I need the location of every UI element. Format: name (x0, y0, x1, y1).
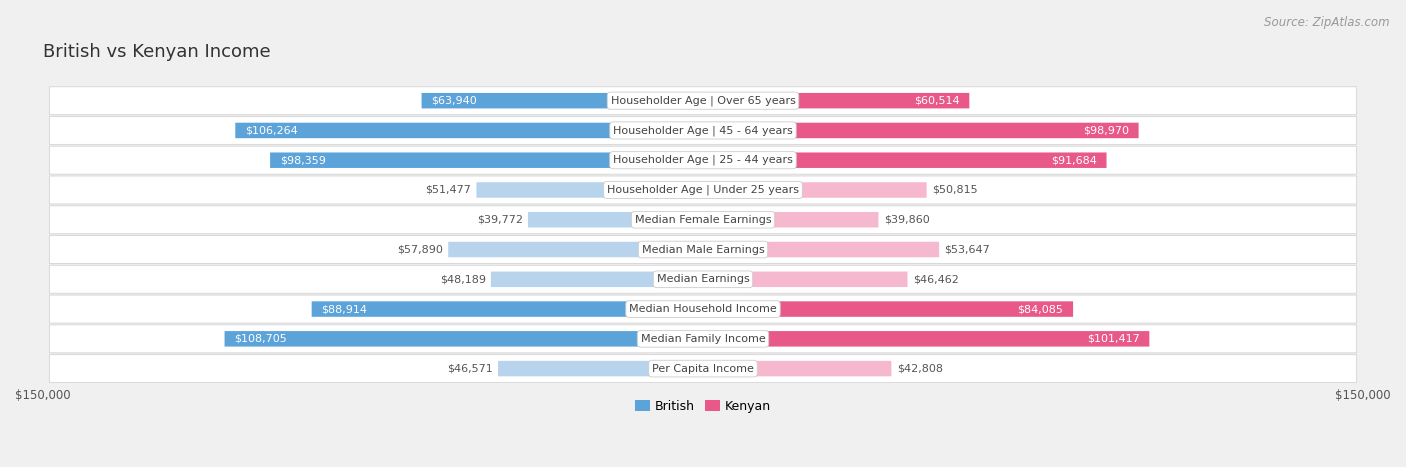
FancyBboxPatch shape (49, 206, 1357, 234)
FancyBboxPatch shape (703, 361, 891, 376)
Text: $51,477: $51,477 (425, 185, 471, 195)
Text: Householder Age | 45 - 64 years: Householder Age | 45 - 64 years (613, 125, 793, 136)
FancyBboxPatch shape (477, 182, 703, 198)
Text: $88,914: $88,914 (322, 304, 367, 314)
FancyBboxPatch shape (703, 93, 969, 108)
FancyBboxPatch shape (703, 182, 927, 198)
Text: Householder Age | 25 - 44 years: Householder Age | 25 - 44 years (613, 155, 793, 165)
Text: $53,647: $53,647 (945, 245, 990, 255)
FancyBboxPatch shape (703, 331, 1149, 347)
FancyBboxPatch shape (49, 265, 1357, 293)
FancyBboxPatch shape (422, 93, 703, 108)
Text: $42,808: $42,808 (897, 364, 942, 374)
Text: Median Household Income: Median Household Income (628, 304, 778, 314)
Text: $106,264: $106,264 (245, 126, 298, 135)
FancyBboxPatch shape (225, 331, 703, 347)
FancyBboxPatch shape (49, 87, 1357, 115)
Text: $46,571: $46,571 (447, 364, 492, 374)
Text: $39,860: $39,860 (884, 215, 929, 225)
Text: Median Male Earnings: Median Male Earnings (641, 245, 765, 255)
FancyBboxPatch shape (49, 235, 1357, 263)
FancyBboxPatch shape (49, 116, 1357, 144)
FancyBboxPatch shape (49, 354, 1357, 382)
Text: Median Family Income: Median Family Income (641, 334, 765, 344)
Text: Median Female Earnings: Median Female Earnings (634, 215, 772, 225)
Text: Source: ZipAtlas.com: Source: ZipAtlas.com (1264, 16, 1389, 29)
FancyBboxPatch shape (270, 153, 703, 168)
FancyBboxPatch shape (703, 153, 1107, 168)
FancyBboxPatch shape (49, 325, 1357, 353)
Text: $60,514: $60,514 (914, 96, 959, 106)
Text: $98,359: $98,359 (280, 155, 326, 165)
Text: British vs Kenyan Income: British vs Kenyan Income (42, 43, 270, 61)
FancyBboxPatch shape (49, 176, 1357, 204)
FancyBboxPatch shape (449, 242, 703, 257)
Text: $101,417: $101,417 (1087, 334, 1139, 344)
Text: $48,189: $48,189 (440, 274, 485, 284)
Text: $91,684: $91,684 (1050, 155, 1097, 165)
Text: $84,085: $84,085 (1018, 304, 1063, 314)
FancyBboxPatch shape (703, 242, 939, 257)
Text: $57,890: $57,890 (396, 245, 443, 255)
Text: $98,970: $98,970 (1083, 126, 1129, 135)
FancyBboxPatch shape (498, 361, 703, 376)
Text: $50,815: $50,815 (932, 185, 977, 195)
Legend: British, Kenyan: British, Kenyan (630, 395, 776, 418)
FancyBboxPatch shape (703, 123, 1139, 138)
FancyBboxPatch shape (49, 295, 1357, 323)
Text: $108,705: $108,705 (235, 334, 287, 344)
Text: $39,772: $39,772 (477, 215, 523, 225)
Text: $46,462: $46,462 (912, 274, 959, 284)
Text: Householder Age | Under 25 years: Householder Age | Under 25 years (607, 185, 799, 195)
FancyBboxPatch shape (703, 212, 879, 227)
Text: Householder Age | Over 65 years: Householder Age | Over 65 years (610, 95, 796, 106)
FancyBboxPatch shape (49, 146, 1357, 174)
FancyBboxPatch shape (529, 212, 703, 227)
Text: $63,940: $63,940 (432, 96, 477, 106)
FancyBboxPatch shape (491, 271, 703, 287)
FancyBboxPatch shape (235, 123, 703, 138)
Text: Median Earnings: Median Earnings (657, 274, 749, 284)
FancyBboxPatch shape (703, 271, 907, 287)
FancyBboxPatch shape (703, 301, 1073, 317)
Text: Per Capita Income: Per Capita Income (652, 364, 754, 374)
FancyBboxPatch shape (312, 301, 703, 317)
